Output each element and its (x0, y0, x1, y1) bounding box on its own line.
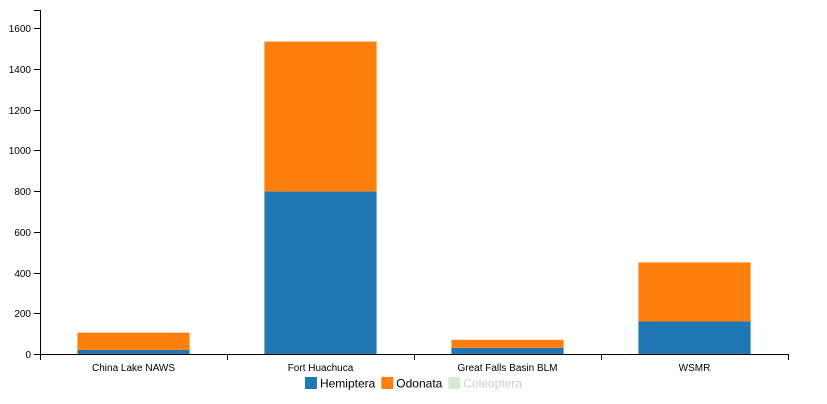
y-tick-label-7: 1400 (9, 65, 32, 76)
x-tick-label-3: WSMR (679, 363, 711, 374)
y-tick-label-2: 400 (14, 269, 31, 280)
bar-odonata-1 (264, 41, 377, 192)
y-tick-label-4: 800 (14, 187, 31, 198)
y-tick-label-5: 1000 (9, 146, 32, 157)
x-tick-label-2: Great Falls Basin BLM (457, 363, 557, 374)
y-tick-label-1: 200 (14, 309, 31, 320)
legend: Hemiptera Odonata Coleoptera (304, 377, 522, 391)
bar-hemiptera-1 (264, 191, 377, 354)
bar-hemiptera-0 (77, 349, 190, 354)
bar-odonata-2 (451, 339, 564, 348)
y-tick-label-3: 600 (14, 228, 31, 239)
legend-swatch-hemiptera[interactable] (304, 377, 317, 389)
x-axis: China Lake NAWS Fort Huachuca Great Falls … (40, 354, 789, 374)
bar-hemiptera-3 (638, 321, 751, 354)
bars-layer (77, 41, 751, 354)
y-tick-label-0: 0 (25, 350, 31, 361)
legend-label-coleoptera[interactable]: Coleoptera (463, 377, 522, 391)
x-tick-label-0: China Lake NAWS (92, 363, 175, 374)
bar-odonata-0 (77, 332, 190, 350)
bar-odonata-3 (638, 262, 751, 322)
legend-swatch-odonata[interactable] (381, 377, 394, 389)
y-tick-label-6: 1200 (9, 106, 32, 117)
y-tick-label-8: 1600 (9, 24, 32, 35)
legend-label-hemiptera[interactable]: Hemiptera (320, 377, 376, 391)
legend-swatch-coleoptera[interactable] (448, 377, 461, 389)
bar-hemiptera-2 (451, 347, 564, 354)
y-axis: 0 200 400 600 800 1000 1200 1400 1600 (9, 10, 41, 361)
legend-label-odonata[interactable]: Odonata (396, 377, 442, 391)
x-tick-label-1: Fort Huachuca (288, 363, 354, 374)
